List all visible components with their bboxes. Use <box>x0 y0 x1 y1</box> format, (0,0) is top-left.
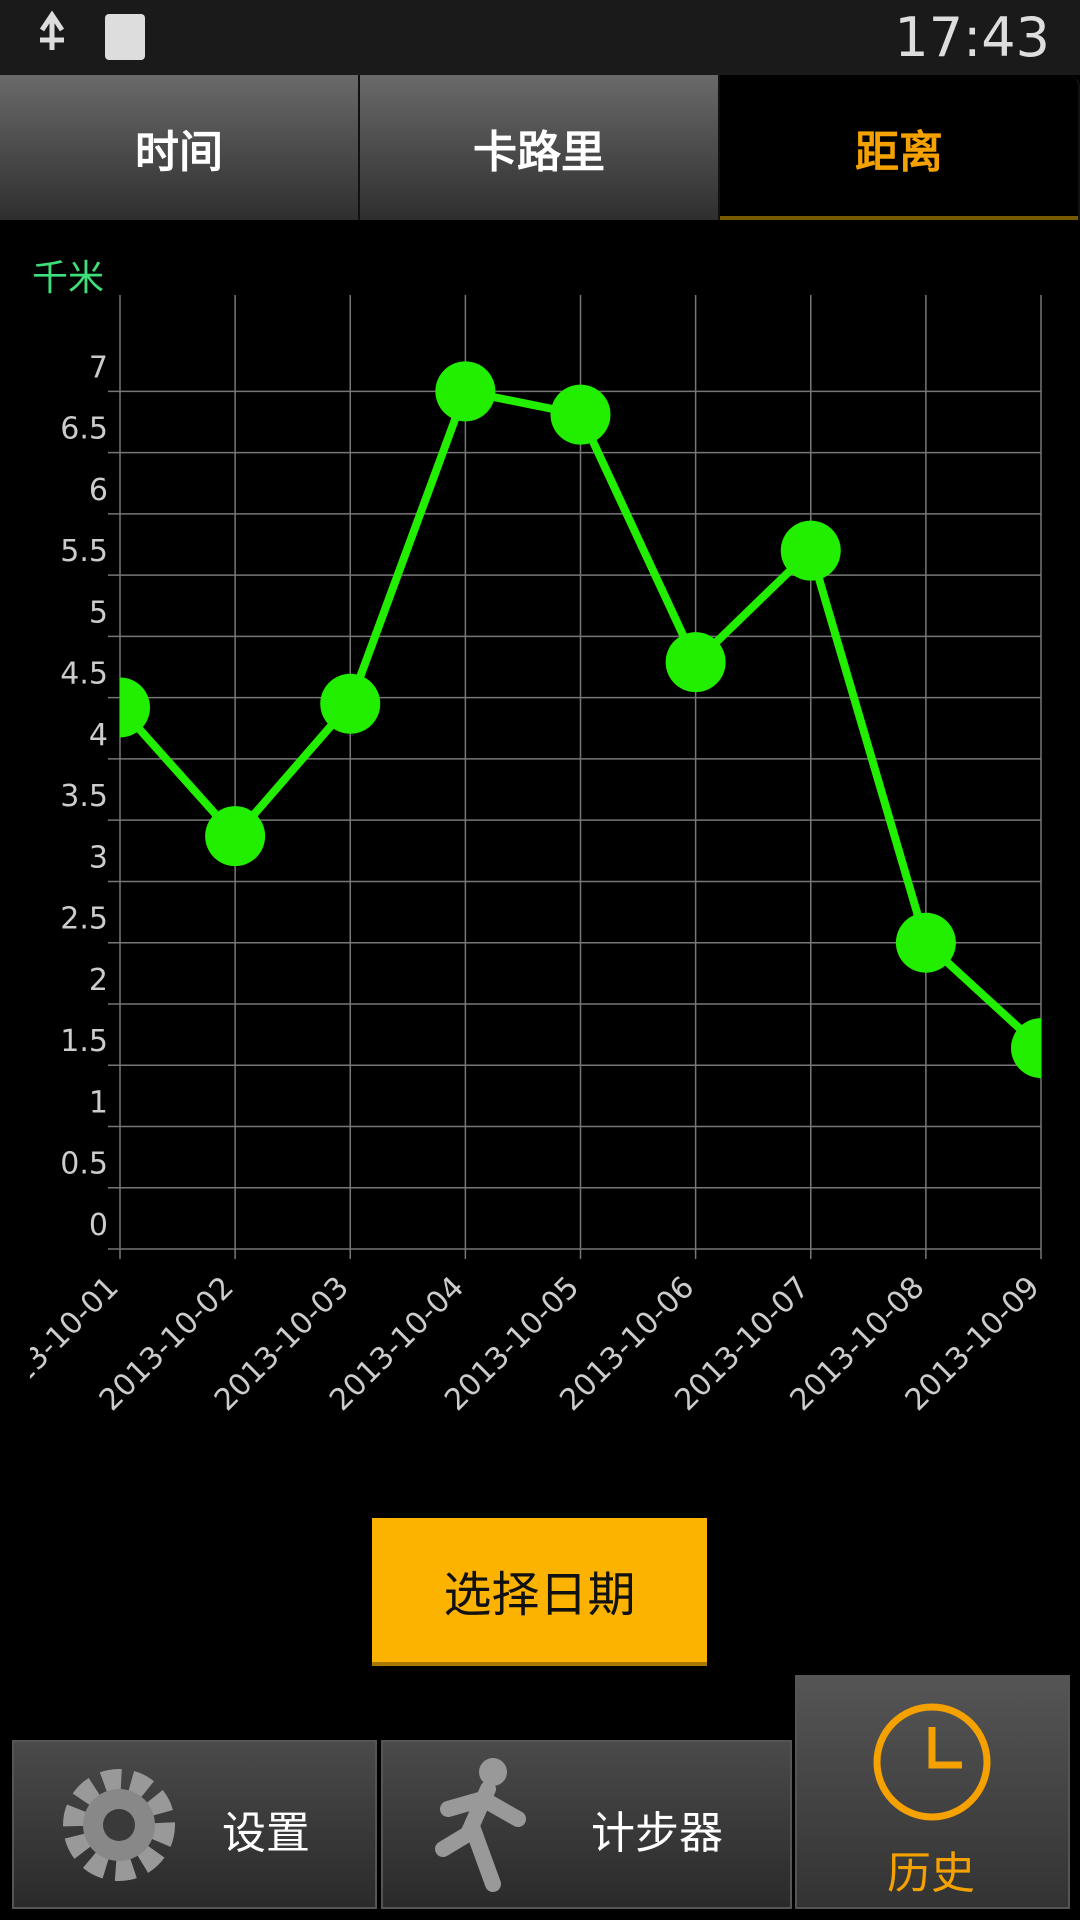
y-tick-label: 7 <box>89 350 108 385</box>
data-point <box>120 677 150 738</box>
nav-pedometer[interactable]: 计步器 <box>381 1740 792 1909</box>
y-tick-label: 1 <box>89 1085 108 1120</box>
tab-selected[interactable]: 距离 <box>720 75 1080 220</box>
select-date-button[interactable]: 选择日期 <box>372 1518 707 1662</box>
y-tick-label: 2 <box>89 963 108 998</box>
data-point <box>205 806 266 867</box>
data-point <box>780 520 841 581</box>
y-axis-label: 千米 <box>32 258 104 299</box>
y-tick-label: 5.5 <box>60 534 108 569</box>
data-point <box>895 912 956 973</box>
clock-icon <box>873 1703 991 1821</box>
tab[interactable]: 时间 <box>0 75 360 220</box>
nav-label: 设置 <box>222 1808 310 1859</box>
tab-bar: 时间 卡路里 距离 <box>0 75 1080 220</box>
y-tick-label: 1.5 <box>60 1024 108 1059</box>
gear-icon <box>63 1769 175 1881</box>
status-bar: 17:43 <box>0 0 1080 75</box>
y-tick-label: 2.5 <box>60 902 108 937</box>
status-icons <box>39 10 145 60</box>
chart: 千米 00.511.522.533.544.555.566.57 2013-10… <box>30 258 1047 1418</box>
data-point <box>550 384 611 445</box>
data-point <box>1011 1018 1041 1079</box>
y-tick-label: 4 <box>89 718 108 753</box>
y-tick-label: 6 <box>89 473 108 508</box>
nav-label: 计步器 <box>591 1808 723 1859</box>
nav-label: 历史 <box>887 1848 975 1899</box>
y-tick-label: 3.5 <box>60 779 108 814</box>
data-point <box>435 361 496 422</box>
tab[interactable]: 卡路里 <box>360 75 720 220</box>
y-tick-label: 3 <box>89 840 108 875</box>
y-tick-label: 4.5 <box>60 657 108 692</box>
clock: 17:43 <box>894 6 1050 69</box>
data-point <box>665 632 726 693</box>
y-tick-label: 0 <box>89 1208 108 1243</box>
y-tick-label: 0.5 <box>60 1147 108 1182</box>
data-point <box>320 673 381 734</box>
y-tick-label: 6.5 <box>60 412 108 447</box>
runner-icon <box>435 1758 526 1892</box>
y-tick-label: 5 <box>89 595 108 630</box>
nav-settings[interactable]: 设置 <box>12 1740 377 1909</box>
nav-history[interactable]: 历史 <box>795 1675 1070 1909</box>
